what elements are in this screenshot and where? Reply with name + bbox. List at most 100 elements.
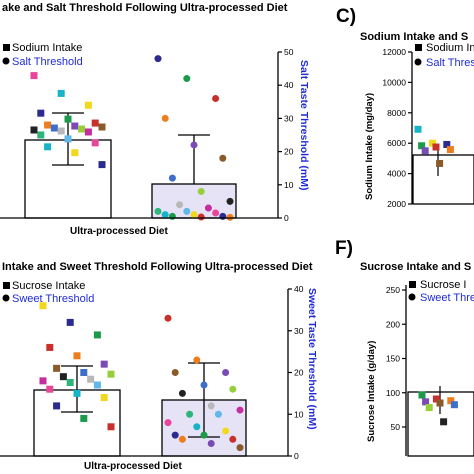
tick-label: 50 bbox=[284, 47, 294, 57]
tick-label: 20 bbox=[294, 368, 304, 378]
data-point bbox=[37, 131, 45, 139]
data-point bbox=[91, 139, 99, 147]
data-point bbox=[446, 146, 454, 154]
panel-e-title: Intake and Sweet Threshold Following Ult… bbox=[2, 261, 313, 273]
data-point bbox=[30, 72, 38, 80]
data-point bbox=[197, 187, 205, 195]
data-point bbox=[178, 435, 186, 443]
tick-label: 50 bbox=[391, 422, 401, 432]
legend-square-marker bbox=[3, 44, 10, 51]
data-point bbox=[414, 125, 422, 133]
data-point bbox=[171, 431, 179, 439]
data-point bbox=[447, 397, 455, 405]
tick-label: 30 bbox=[294, 326, 304, 336]
data-point bbox=[207, 439, 215, 447]
data-point bbox=[66, 379, 74, 387]
legend-salt-threshold: Salt Threshold bbox=[12, 56, 83, 68]
panel-f-legend-sweet: Sweet Threshol bbox=[420, 292, 474, 304]
legend-sodium-intake: Sodium Intake bbox=[12, 42, 82, 54]
data-point bbox=[450, 401, 458, 409]
tick-label: 250 bbox=[386, 285, 400, 295]
data-point bbox=[190, 211, 198, 219]
data-point bbox=[204, 204, 212, 212]
data-point bbox=[164, 419, 172, 427]
data-point bbox=[421, 147, 429, 155]
panel-f-title: Sucrose Intake and S bbox=[360, 261, 471, 273]
panel-b: ake and Salt Threshold Following Ultra-p… bbox=[0, 2, 310, 237]
tick-label: 40 bbox=[284, 80, 294, 90]
x-axis-label: Ultra-processed Diet bbox=[70, 226, 168, 237]
panel-c-legend-sodium: Sodium Intake bbox=[426, 42, 474, 54]
data-point bbox=[66, 318, 74, 326]
panel-b-title: ake and Salt Threshold Following Ultra-p… bbox=[2, 2, 288, 14]
data-point bbox=[93, 381, 101, 389]
data-point bbox=[193, 423, 201, 431]
sodium-intake-points bbox=[30, 72, 106, 169]
data-point bbox=[53, 402, 61, 410]
data-point bbox=[219, 212, 227, 220]
tick-label: 150 bbox=[386, 354, 400, 364]
data-point bbox=[214, 410, 222, 418]
data-point bbox=[44, 121, 52, 129]
data-point bbox=[212, 209, 220, 217]
data-point bbox=[39, 302, 47, 310]
tick-label: 200 bbox=[386, 319, 400, 329]
data-point bbox=[84, 128, 92, 136]
data-point bbox=[161, 211, 169, 219]
tick-label: 10 bbox=[284, 180, 294, 190]
data-point bbox=[190, 141, 198, 149]
data-point bbox=[197, 213, 205, 221]
data-point bbox=[171, 369, 179, 376]
sucrose-intake-points bbox=[39, 302, 115, 431]
tick-label: 6000 bbox=[387, 138, 406, 148]
data-point bbox=[176, 201, 184, 209]
data-point bbox=[84, 101, 92, 109]
data-point bbox=[30, 126, 38, 134]
data-point bbox=[200, 431, 208, 439]
tick-label: 10 bbox=[294, 409, 304, 419]
data-point bbox=[73, 352, 81, 360]
data-point bbox=[436, 399, 444, 407]
data-point bbox=[71, 122, 79, 130]
data-point bbox=[57, 89, 65, 97]
legend-circle-marker bbox=[2, 57, 10, 65]
data-point bbox=[432, 395, 440, 403]
data-point bbox=[44, 143, 52, 151]
tick-label: 0 bbox=[294, 451, 299, 461]
data-point bbox=[80, 414, 88, 422]
data-point bbox=[168, 174, 176, 182]
data-point bbox=[100, 394, 108, 402]
data-point bbox=[229, 435, 237, 443]
data-point bbox=[46, 385, 54, 393]
legend-square-marker bbox=[415, 44, 422, 51]
data-point bbox=[193, 356, 201, 364]
data-point bbox=[64, 135, 72, 143]
data-point bbox=[71, 149, 79, 157]
legend-circle-marker bbox=[414, 58, 422, 66]
data-point bbox=[107, 370, 115, 378]
data-point bbox=[418, 391, 426, 399]
tick-label: 20 bbox=[284, 147, 294, 157]
data-point bbox=[59, 373, 67, 381]
data-point bbox=[50, 124, 58, 132]
panel-f-y-axis-label: Sucrose Intake (g/day) bbox=[366, 341, 377, 442]
data-point bbox=[39, 377, 47, 385]
legend-square-marker bbox=[3, 282, 10, 289]
data-point bbox=[87, 375, 95, 383]
data-point bbox=[91, 119, 99, 127]
data-point bbox=[425, 404, 433, 412]
data-point bbox=[443, 140, 451, 148]
data-point bbox=[186, 410, 194, 418]
data-point bbox=[80, 369, 88, 376]
data-point bbox=[422, 398, 430, 406]
panel-c-y-axis-label: Sodium Intake (mg/day) bbox=[364, 93, 375, 200]
salt-threshold-points bbox=[154, 55, 234, 221]
panel-c-legend-salt: Salt Threshol bbox=[426, 57, 474, 69]
data-point bbox=[236, 444, 244, 452]
data-point bbox=[98, 123, 106, 131]
data-point bbox=[78, 125, 86, 133]
tick-label: 4000 bbox=[387, 169, 406, 179]
data-point bbox=[154, 207, 162, 215]
tick-label: 100 bbox=[386, 388, 400, 398]
